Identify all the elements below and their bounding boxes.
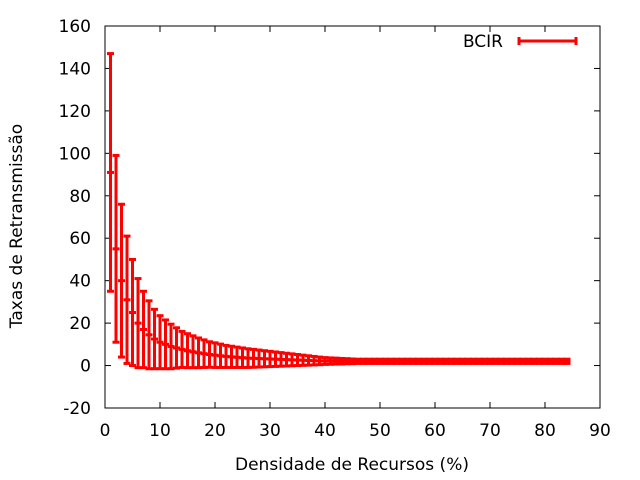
- error-bar: [156, 314, 164, 371]
- y-tick-label: 120: [59, 102, 91, 122]
- error-bar: [563, 357, 571, 365]
- x-tick-label: 50: [369, 421, 391, 441]
- legend: BCIR: [463, 32, 578, 52]
- y-axis-label: Taxas de Retransmissão: [7, 124, 27, 329]
- x-tick-label: 60: [424, 421, 446, 441]
- error-bar: [118, 202, 125, 359]
- y-tick-label: 20: [69, 314, 91, 334]
- x-tick-label: 10: [149, 421, 171, 441]
- y-tick-label: 40: [69, 272, 91, 292]
- x-tick-label: 80: [534, 421, 556, 441]
- error-bar: [123, 234, 131, 365]
- y-tick-label: 140: [59, 59, 91, 79]
- error-bar: [107, 52, 114, 293]
- error-bar: [151, 307, 158, 371]
- y-tick-label: 0: [80, 357, 91, 377]
- x-tick-label: 0: [100, 421, 111, 441]
- x-tick-label: 70: [479, 421, 501, 441]
- x-tick-label: 30: [259, 421, 281, 441]
- error-bar: [112, 153, 120, 344]
- series-layer: [107, 52, 571, 371]
- axis-ticks: 0 10 20 30 40 50 60 70 80 90 -20 0 20 40 60 80 100 120 140…: [59, 17, 611, 441]
- x-tick-label: 20: [204, 421, 226, 441]
- y-tick-label: -20: [63, 399, 91, 419]
- y-tick-label: 80: [69, 187, 91, 207]
- y-tick-label: 60: [69, 229, 91, 249]
- plot-frame: [104, 25, 601, 409]
- error-bar: [129, 257, 136, 368]
- x-axis-label: Densidade de Recursos (%): [235, 455, 469, 475]
- x-tick-label: 90: [589, 421, 611, 441]
- error-bar: [162, 318, 169, 371]
- x-tick-label: 40: [314, 421, 336, 441]
- y-tick-label: 160: [59, 17, 91, 37]
- legend-label: BCIR: [463, 32, 503, 52]
- error-bar: [145, 299, 153, 371]
- y-tick-label: 100: [59, 144, 91, 164]
- error-bar: [140, 289, 147, 370]
